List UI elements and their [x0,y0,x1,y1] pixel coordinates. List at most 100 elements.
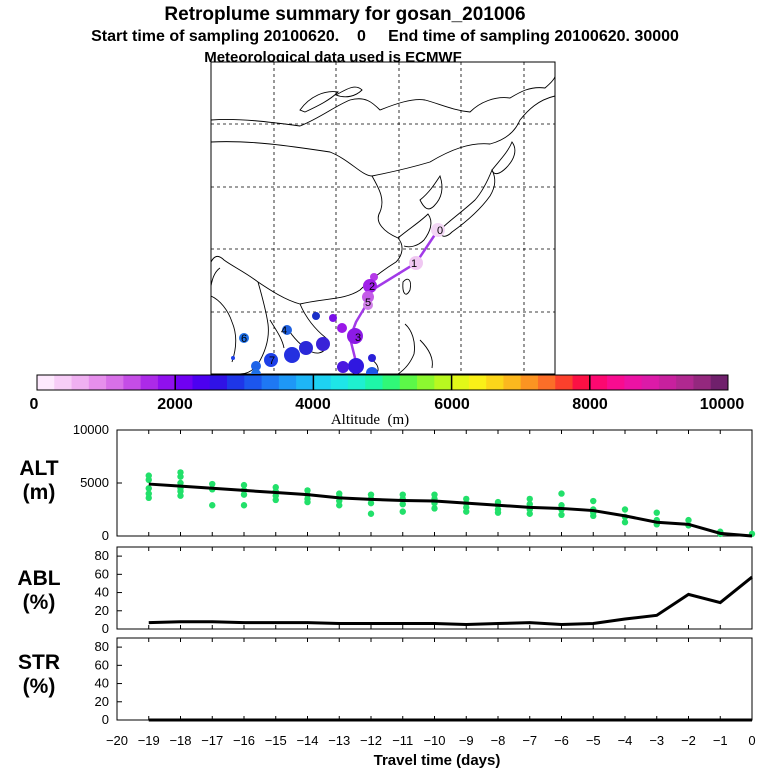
plume-bubble [368,354,376,362]
colorbar-swatch [693,375,712,390]
x-tick-label: −11 [392,733,413,748]
y-tick-label: 20 [95,694,109,709]
plume-bubble [282,325,292,335]
alt-particle-point [177,473,184,480]
y-tick-label: 0 [102,528,109,543]
y-tick-label: 5000 [80,475,109,490]
alt-particle-point [145,485,152,492]
trajectory-path [348,229,440,371]
alt-particle-point [621,506,629,513]
colorbar-swatch [710,375,729,390]
x-tick-label: −16 [233,733,255,748]
colorbar-swatch [88,375,107,390]
colorbar-swatch [209,375,228,390]
x-tick-label: −15 [265,733,287,748]
alt-particle-point [431,505,438,512]
alt-particle-point [494,509,502,516]
colorbar-swatch [140,375,159,390]
alt-particle-point [240,481,248,489]
colorbar-tick-label: 0 [30,396,39,413]
x-tick-label: 0 [748,733,755,748]
day-label: 4 [281,325,287,337]
alt-panel-unit: (m) [23,481,56,504]
str-panel-label: STR [18,651,60,674]
x-tick-label: −2 [681,733,696,748]
x-tick-label: −1 [713,733,728,748]
colorbar-tick-label: 10000 [700,396,745,413]
colorbar-swatch [227,375,245,390]
colorbar-swatch [607,375,625,390]
colorbar-swatch [382,375,401,390]
y-tick-label: 0 [102,621,109,636]
colorbar-swatch [296,375,314,390]
x-tick-label: −8 [491,733,506,748]
y-tick-label: 40 [95,585,109,600]
alt-particle-point [145,476,152,484]
str-panel-unit: (%) [23,675,56,698]
colorbar-swatch [486,375,504,390]
colorbar-swatch [641,375,660,390]
colorbar-swatch [417,375,435,390]
plume-bubble [299,341,313,355]
colorbar-swatch [503,375,522,390]
x-tick-label: −9 [459,733,474,748]
plume-bubble [251,369,261,374]
colorbar-swatch [434,375,452,390]
colorbar-swatch [330,375,349,390]
colorbar-swatch [468,375,487,390]
alt-panel-label: ALT [19,457,58,480]
colorbar-swatch [572,375,591,390]
x-tick-label: −4 [618,733,633,748]
map-panel: 0 1 2 3 4 5 6 7 [210,61,556,375]
colorbar-swatch [244,375,262,390]
colorbar-title: Altitude (m) [331,412,409,428]
colorbar-swatch [365,375,383,390]
colorbar-swatch [624,375,643,390]
panel-alt: 10000 5000 0 [73,422,756,543]
series-line-alt [148,482,753,538]
alt-particle-point [304,498,311,506]
colorbar-swatch [676,375,694,390]
y-tick-label: 80 [95,639,109,654]
alt-particle-point [367,499,375,507]
alt-particle-point [590,512,597,520]
alt-particle-point [399,501,406,508]
plume-bubble [362,291,374,303]
plume-bubble [316,337,330,351]
y-tick-label: 80 [95,548,109,563]
plume-bubbles [231,223,445,374]
x-tick-label: −7 [522,733,537,748]
alt-particle-point [336,502,343,509]
colorbar-swatch [192,375,211,390]
colorbar-frame [36,374,729,391]
plume-bubble [409,256,423,270]
colorbar-swatch [589,375,608,390]
plume-bubble [366,367,378,374]
day-label: 3 [355,332,361,344]
x-tick-label: −13 [328,733,350,748]
colorbar-swatch [54,375,72,390]
alt-particle-point [621,519,629,526]
colorbar-swatch [520,375,539,390]
alt-particle-point [558,490,565,497]
x-tick-label: −3 [649,733,664,748]
plume-bubble [264,353,278,367]
colorbar-swatch [106,375,124,390]
colorbar-swatch [658,375,677,390]
panel-frame [116,637,753,721]
colorbar-swatch [399,375,418,390]
colorbar-swatch [175,375,193,390]
colorbar-swatch [347,375,366,390]
abl-panel-label: ABL [17,567,60,590]
x-tick-label: −19 [138,733,160,748]
altitude-colorbar [36,374,729,391]
x-tick-label: −5 [586,733,601,748]
plume-bubble [284,347,300,363]
alt-particle-point [653,509,660,516]
x-tick-label: −18 [169,733,191,748]
plume-bubble [312,312,320,320]
abl-panel-unit: (%) [23,591,56,614]
map-graticule [211,62,555,374]
plume-bubble [329,314,337,322]
